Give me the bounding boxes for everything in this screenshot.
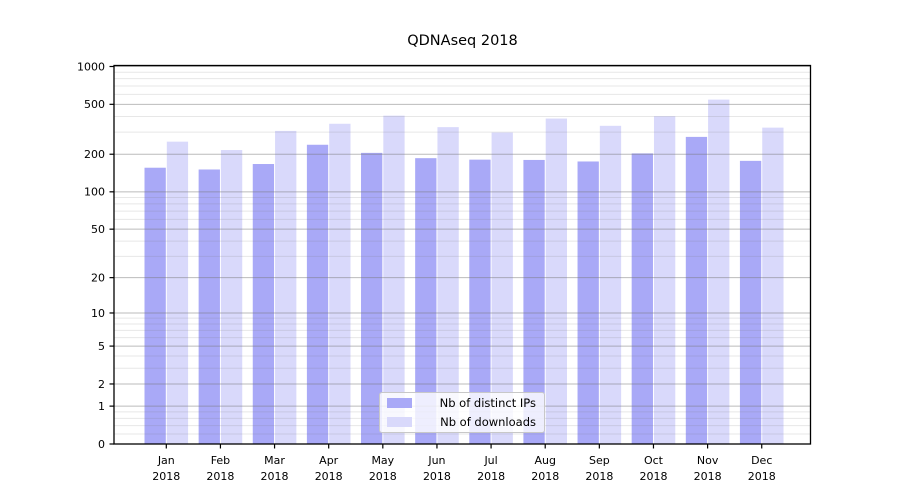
- x-tick-label-year-jun: 2018: [423, 470, 451, 483]
- x-tick-label-year-oct: 2018: [639, 470, 667, 483]
- y-tick-label: 1000: [77, 60, 105, 73]
- y-tick-label: 0: [98, 438, 105, 451]
- bar-downloads-sep: [599, 125, 622, 444]
- bar-distinct-ips-oct: [631, 153, 653, 445]
- x-tick-label-year-may: 2018: [369, 470, 397, 483]
- x-tick-label-month-nov: Nov: [697, 454, 719, 467]
- legend-label-distinct-ips: Nb of distinct IPs: [439, 396, 536, 410]
- y-tick-label: 100: [84, 186, 105, 199]
- x-tick-label-month-sep: Sep: [589, 454, 610, 467]
- bar-distinct-ips-jan: [144, 167, 166, 444]
- plot-frame: [113, 64, 812, 445]
- bar-distinct-ips-sep: [577, 161, 599, 444]
- x-tick-label-month-jan: Jan: [157, 454, 175, 467]
- bar-downloads-oct: [653, 116, 676, 445]
- bar-downloads-aug: [545, 118, 568, 445]
- bar-distinct-ips-apr: [306, 144, 329, 444]
- x-tick-label-month-dec: Dec: [751, 454, 772, 467]
- bar-distinct-ips-jul: [469, 159, 491, 444]
- bar-downloads-dec: [762, 127, 784, 445]
- x-tick-label-month-apr: Apr: [319, 454, 339, 467]
- x-tick-label-year-nov: 2018: [694, 470, 722, 483]
- x-tick-label-year-mar: 2018: [261, 470, 289, 483]
- bar-downloads-feb: [220, 150, 243, 444]
- bar-distinct-ips-feb: [198, 169, 220, 444]
- x-tick-label-year-aug: 2018: [531, 470, 559, 483]
- x-tick-label-year-sep: 2018: [585, 470, 613, 483]
- bar-distinct-ips-nov: [685, 136, 708, 444]
- x-tick-label-month-may: May: [371, 454, 394, 467]
- bar-downloads-jun: [437, 127, 459, 444]
- legend-label-downloads: Nb of downloads: [440, 415, 536, 429]
- y-tick-label: 5: [98, 340, 105, 353]
- legend-swatch-downloads: [387, 417, 412, 427]
- legend: Nb of distinct IPs Nb of downloads: [379, 392, 545, 433]
- x-tick-label-year-feb: 2018: [206, 470, 234, 483]
- bar-downloads-may: [383, 115, 405, 444]
- y-tick-label: 500: [84, 98, 105, 111]
- bar-downloads-jul: [491, 132, 513, 444]
- y-tick-label: 200: [84, 148, 105, 161]
- bar-distinct-ips-dec: [739, 160, 762, 445]
- legend-row-downloads: Nb of downloads: [387, 415, 536, 429]
- x-tick-label-year-jul: 2018: [477, 470, 505, 483]
- x-tick-label-month-jul: Jul: [483, 454, 497, 467]
- y-tick-label: 1: [98, 400, 105, 413]
- y-tick-label: 50: [91, 223, 105, 236]
- bar-downloads-nov: [708, 99, 730, 445]
- y-tick-label: 20: [91, 271, 105, 284]
- x-tick-label-month-aug: Aug: [534, 454, 555, 467]
- x-tick-label-year-jan: 2018: [152, 470, 180, 483]
- x-tick-label-year-dec: 2018: [748, 470, 776, 483]
- x-tick-label-month-mar: Mar: [264, 454, 285, 467]
- bar-downloads-jan: [166, 141, 189, 445]
- bar-distinct-ips-mar: [252, 164, 275, 444]
- bar-downloads-mar: [275, 130, 297, 445]
- bar-distinct-ips-may: [361, 152, 383, 444]
- y-tick-label: 10: [91, 307, 105, 320]
- bar-downloads-apr: [329, 123, 351, 445]
- x-tick-label-month-jun: Jun: [427, 454, 445, 467]
- x-tick-label-year-apr: 2018: [315, 470, 343, 483]
- legend-row-distinct-ips: Nb of distinct IPs: [387, 396, 536, 410]
- x-tick-label-month-feb: Feb: [211, 454, 230, 467]
- chart-title: QDNAseq 2018: [407, 33, 518, 49]
- x-tick-label-month-oct: Oct: [644, 454, 664, 467]
- bar-distinct-ips-aug: [523, 159, 545, 444]
- y-tick-label: 2: [98, 378, 105, 391]
- legend-swatch-distinct-ips: [387, 398, 412, 408]
